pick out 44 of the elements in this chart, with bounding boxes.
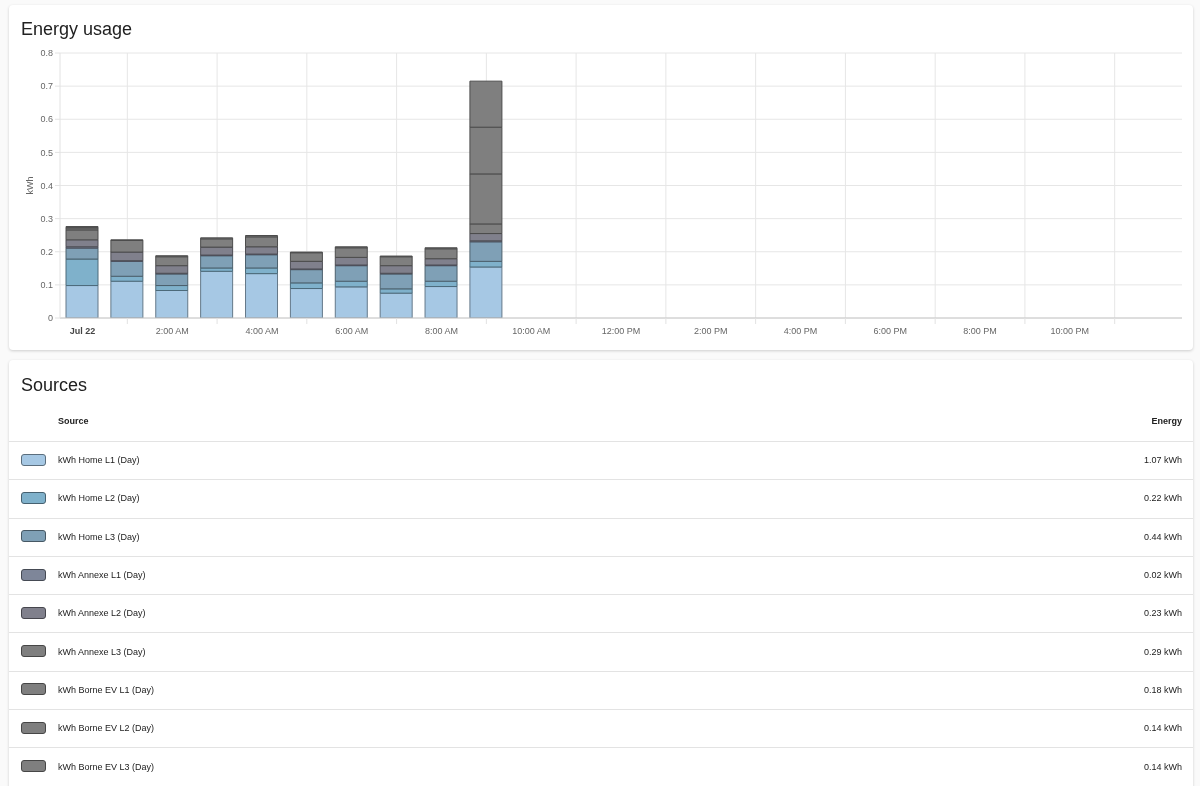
x-tick-label: 4:00 AM	[245, 326, 279, 336]
legend-label: kWh Home L2 (Day)	[58, 493, 140, 504]
y-tick-label: 0.2	[40, 246, 53, 257]
x-tick-label: 6:00 AM	[335, 326, 369, 336]
y-tick-label: 0.7	[40, 81, 53, 92]
x-tick-label: 8:00 AM	[424, 326, 458, 336]
legend-label: kWh Annexe L1 (Day)	[58, 570, 146, 581]
x-tick-label: Jul 22	[69, 326, 96, 336]
x-tick-label: 12:00 PM	[601, 326, 641, 336]
y-axis-title: kWh	[25, 176, 36, 195]
y-tick-label: 0	[47, 313, 53, 324]
legend-title: Sources	[21, 374, 88, 396]
text: 0.22 kWh	[1143, 493, 1182, 504]
text: Energy	[1151, 416, 1182, 426]
text: 0.02 kWh	[1143, 570, 1182, 581]
y-tick-label: 0.6	[40, 114, 53, 125]
text: 0.44 kWh	[1143, 531, 1182, 542]
x-tick-label: 4:00 PM	[783, 326, 818, 336]
y-tick-label: 0.1	[40, 280, 53, 291]
text: 0.29 kWh	[1143, 646, 1182, 657]
legend-label: kWh Home L3 (Day)	[58, 531, 140, 542]
text: 0.18 kWh	[1143, 684, 1182, 695]
legend-label: kWh Home L1 (Day)	[58, 455, 140, 466]
y-tick-label: 0.4	[40, 180, 53, 191]
legend-label: kWh Borne EV L3 (Day)	[58, 761, 155, 772]
legend-label: kWh Annexe L3 (Day)	[58, 646, 146, 657]
y-tick-label: 0.3	[40, 213, 53, 224]
text: 0.23 kWh	[1143, 608, 1182, 619]
text: 1.07 kWh	[1143, 455, 1182, 466]
x-tick-label: 10:00 PM	[1050, 326, 1090, 336]
x-tick-label: 2:00 PM	[693, 326, 728, 336]
y-tick-label: 0.5	[40, 147, 53, 158]
y-tick-label: 0.8	[40, 48, 53, 59]
x-tick-label: 2:00 AM	[155, 326, 189, 336]
x-tick-label: 10:00 AM	[512, 326, 551, 336]
text: 0.14 kWh	[1143, 723, 1182, 734]
x-tick-label: 6:00 PM	[873, 326, 908, 336]
text: 0.14 kWh	[1143, 761, 1182, 772]
legend-label: kWh Annexe L2 (Day)	[58, 608, 146, 619]
text: Source	[58, 416, 89, 426]
legend-label: kWh Borne EV L2 (Day)	[58, 723, 155, 734]
x-tick-label: 8:00 PM	[963, 326, 997, 336]
chart-title: Energy usage	[21, 18, 133, 40]
legend-label: kWh Borne EV L1 (Day)	[58, 684, 155, 695]
